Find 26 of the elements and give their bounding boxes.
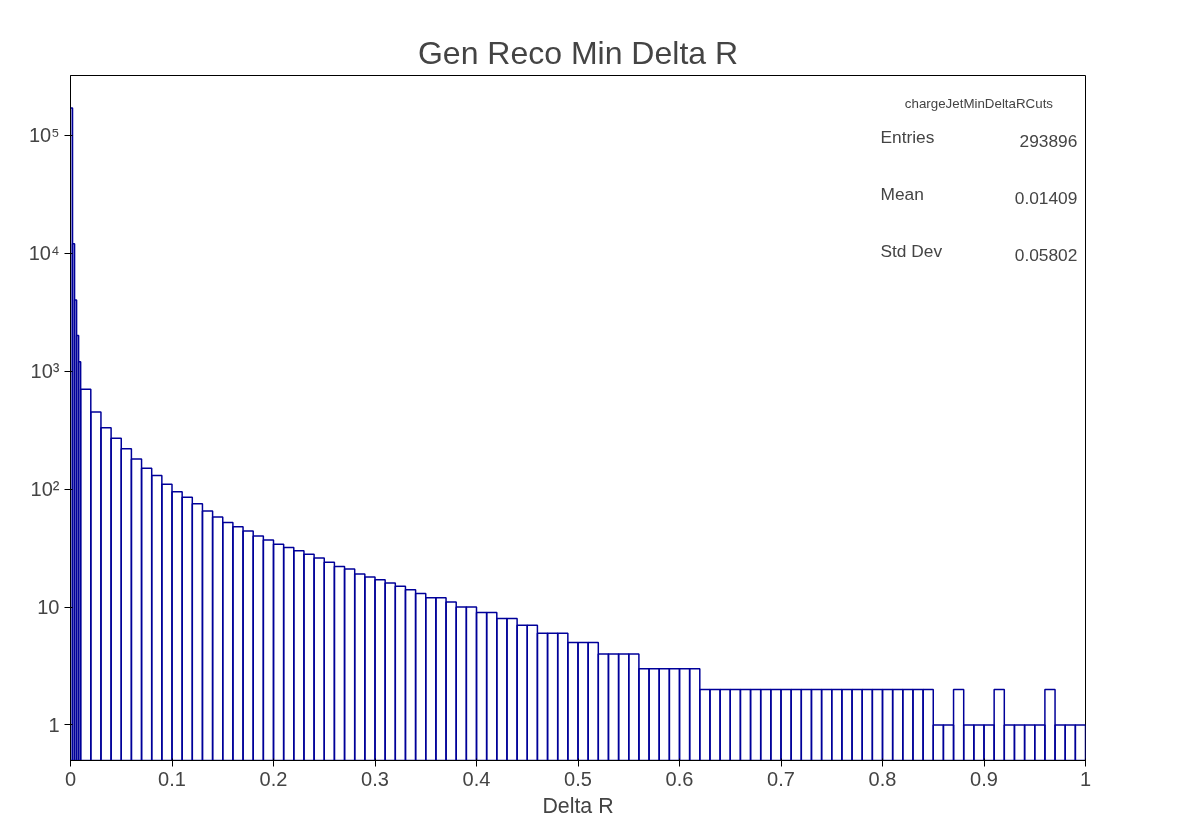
- x-tick-label: 0.3: [361, 767, 389, 790]
- annotation: chargeJetMinDeltaRCuts: [904, 96, 1054, 112]
- x-tick-label: 0.6: [665, 767, 694, 790]
- x-tick-label: 0.1: [158, 767, 186, 790]
- y-tick-label: 10⁴: [28, 242, 60, 265]
- x-tick-label: 0.7: [767, 767, 795, 790]
- y-tick-label: 1: [48, 713, 60, 736]
- x-tick-label: 1: [1079, 767, 1092, 790]
- x-axis-title: Delta R: [542, 793, 614, 818]
- x-tick-label: 0.8: [868, 767, 897, 790]
- x-tick-label: 0.4: [462, 767, 491, 790]
- annotation: Std Dev: [880, 241, 943, 262]
- annotation: Entries: [880, 126, 935, 147]
- y-tick-label: 10³: [30, 360, 60, 383]
- annotation: 0.01409: [1014, 188, 1078, 209]
- chart-title: Gen Reco Min Delta R: [417, 34, 739, 71]
- x-tick-label: 0.2: [259, 767, 288, 790]
- y-tick-label: 10²: [30, 478, 60, 501]
- y-tick-label: 10⁵: [28, 124, 60, 147]
- y-tick-label: 10: [37, 596, 60, 619]
- annotation: 293896: [1019, 130, 1078, 151]
- annotation: 0.05802: [1014, 245, 1078, 266]
- x-tick-label: 0.5: [564, 767, 592, 790]
- x-tick-label: 0: [64, 767, 77, 790]
- annotation: Mean: [880, 184, 924, 205]
- x-tick-label: 0.9: [970, 767, 998, 790]
